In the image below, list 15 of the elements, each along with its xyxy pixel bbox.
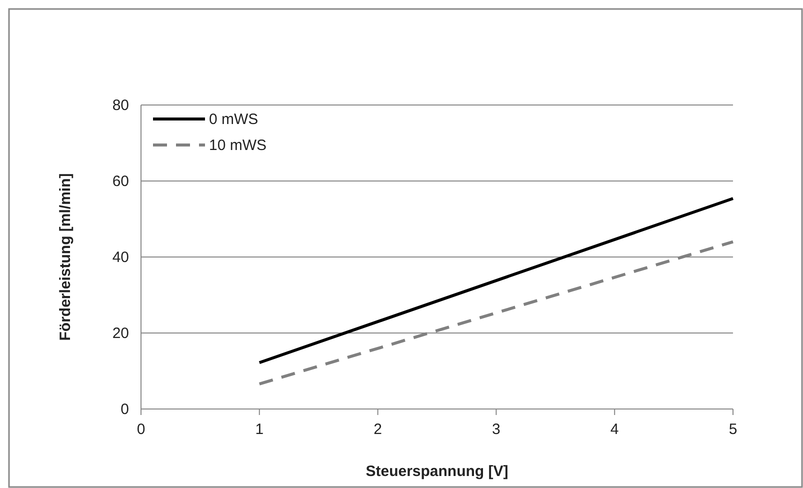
- y-tick-label: 60: [112, 173, 129, 190]
- x-tick-label: 0: [136, 421, 146, 438]
- y-tick-label: 80: [112, 97, 129, 114]
- y-tick-label: 40: [112, 249, 129, 266]
- x-tick-label: 2: [374, 421, 382, 438]
- y-tick-label: 20: [112, 325, 129, 342]
- x-tick-label: 4: [610, 421, 619, 438]
- legend-label: 10 mWS: [209, 137, 267, 154]
- legend-label: 0 mWS: [209, 111, 258, 128]
- x-tick-label: 1: [255, 421, 264, 438]
- y-axis-title: Förderleistung [ml/min]: [57, 173, 74, 341]
- y-tick-label: 0: [120, 401, 129, 418]
- x-tick-label: 3: [492, 421, 500, 438]
- x-axis-title: Steuerspannung [V]: [366, 463, 508, 480]
- x-tick-label: 5: [728, 421, 738, 438]
